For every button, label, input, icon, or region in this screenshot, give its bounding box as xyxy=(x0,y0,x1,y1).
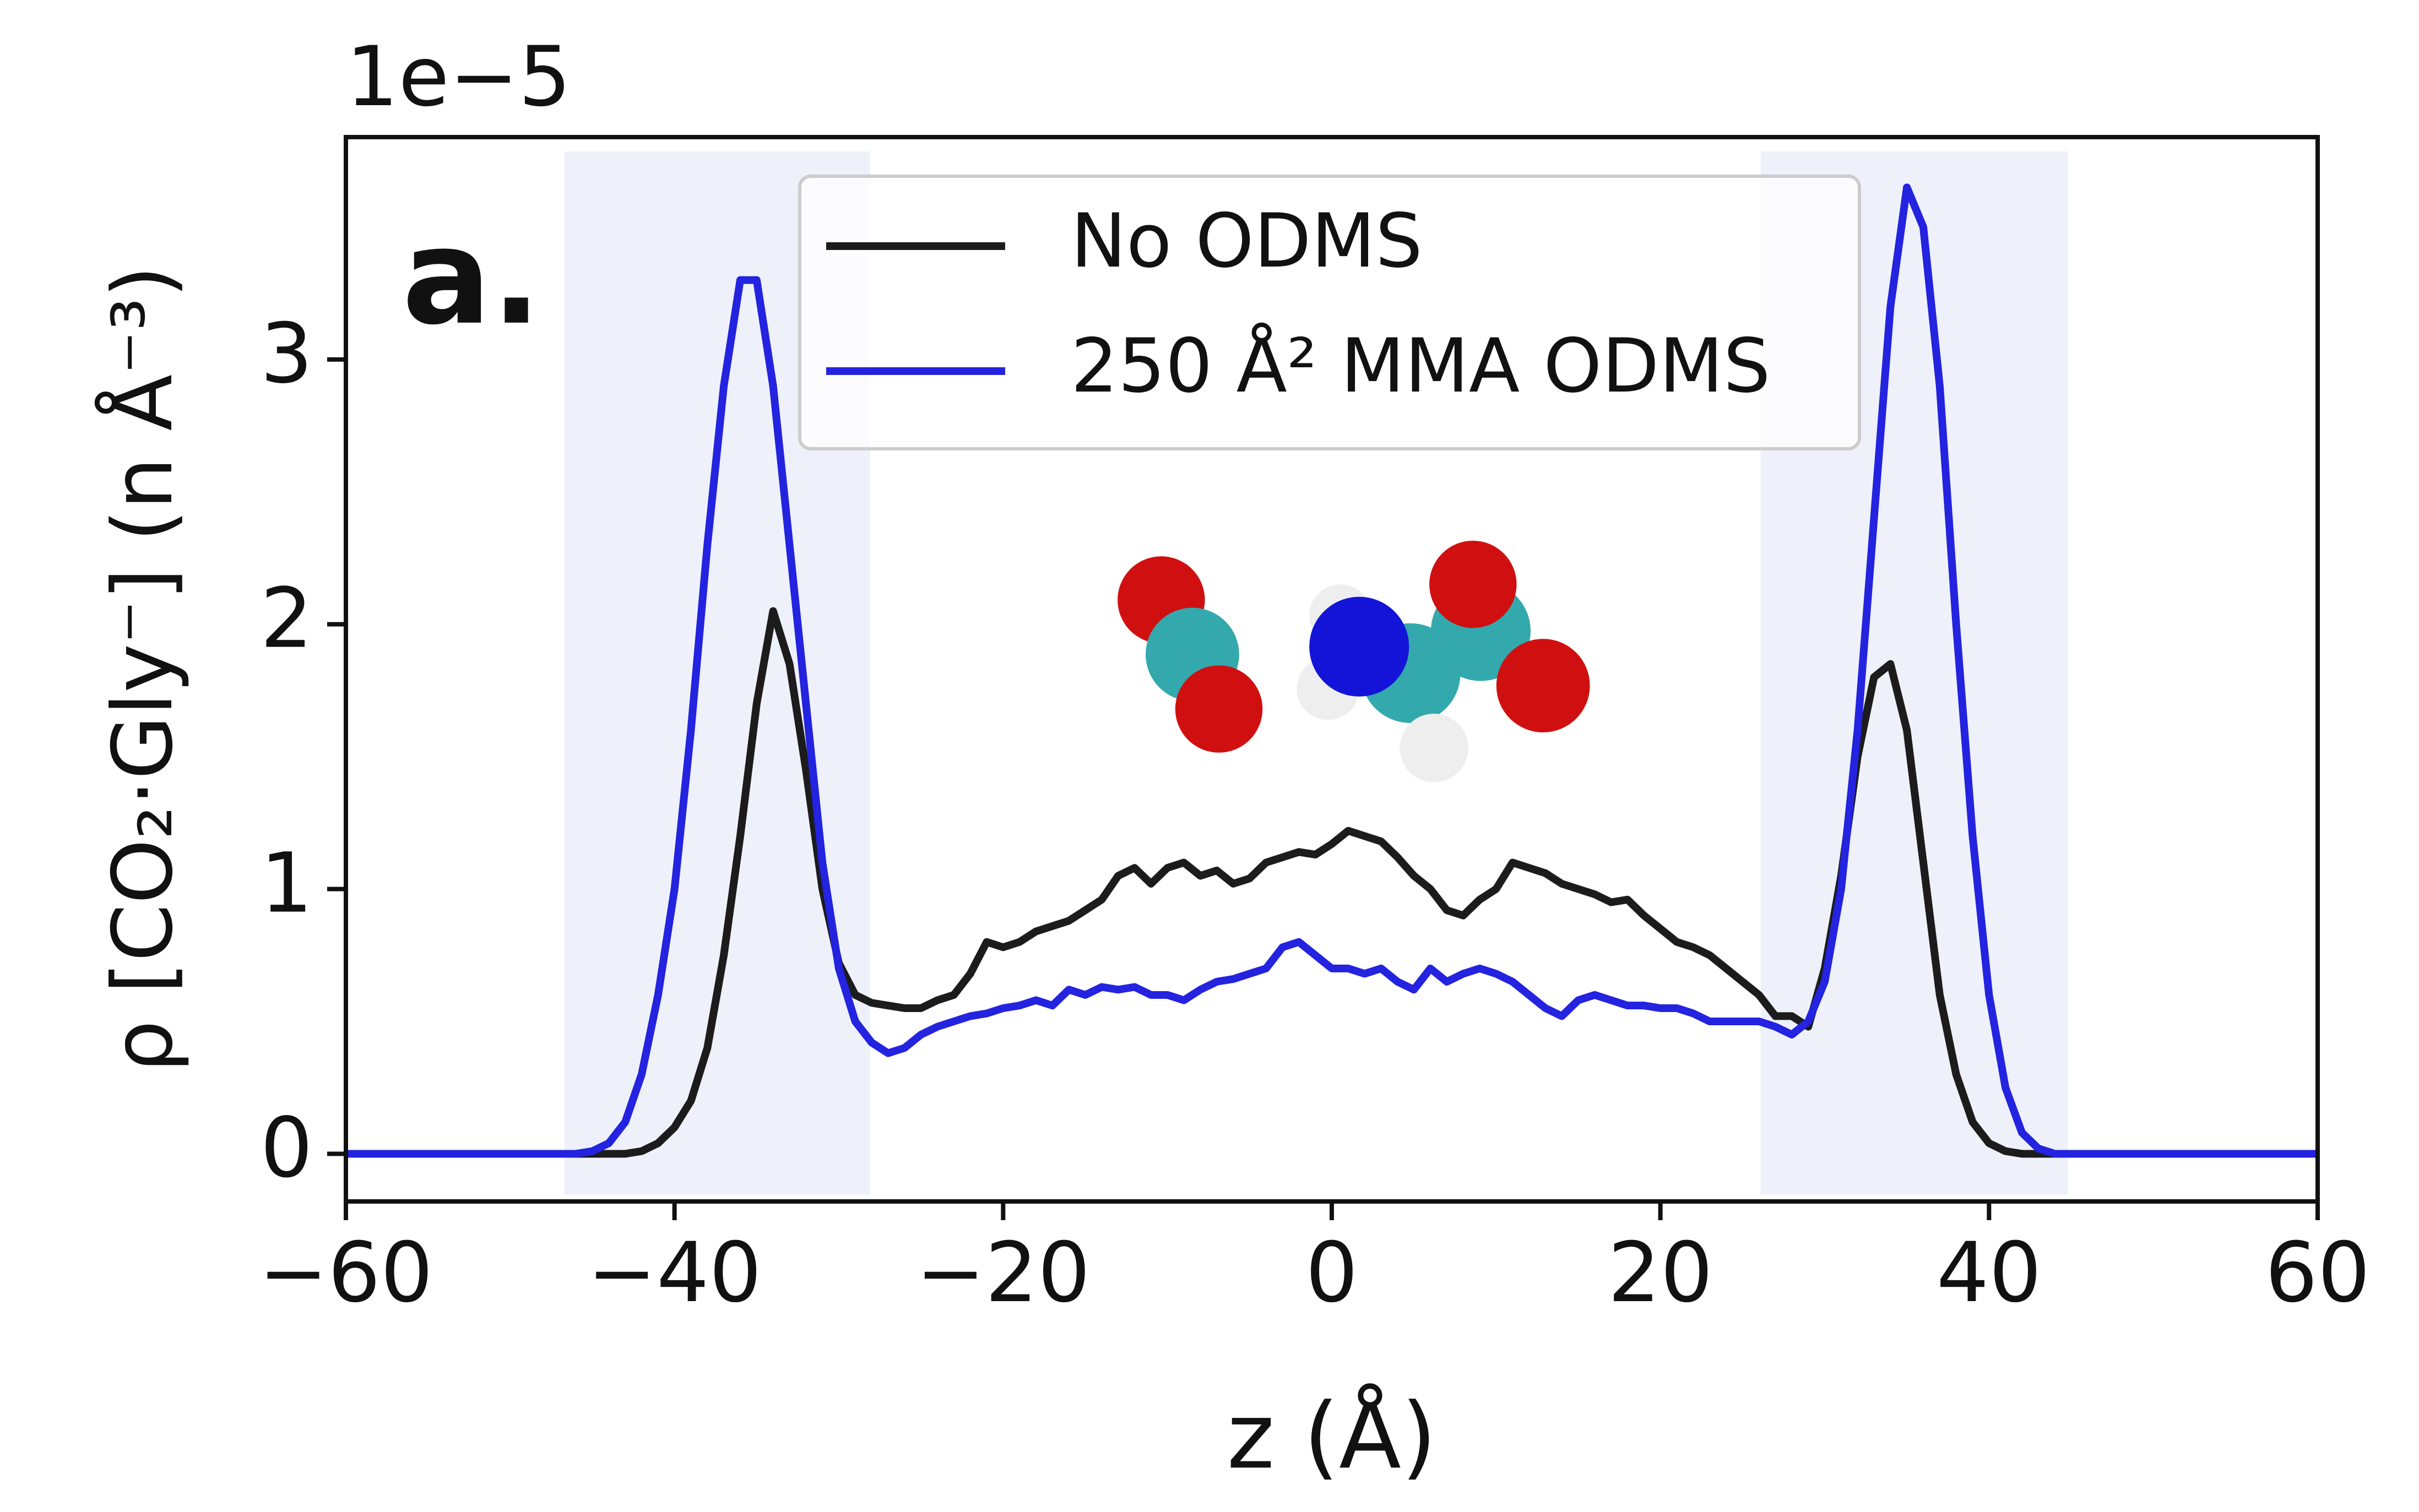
x-tick-label: −60 xyxy=(259,1225,433,1321)
x-tick-label: 20 xyxy=(1608,1225,1713,1321)
y-tick-label: 0 xyxy=(261,1100,313,1196)
series-line xyxy=(346,183,2318,1158)
legend-label: 250 Å² MMA ODMS xyxy=(1071,322,1771,409)
y-axis-label: ρ [CO₂·Gly⁻] (n Å⁻³) xyxy=(95,265,191,1073)
panel-label: a. xyxy=(402,200,541,354)
legend-box xyxy=(798,175,1861,450)
y-tick-label: 1 xyxy=(261,836,313,932)
molecule-illustration xyxy=(1118,541,1590,782)
plot-layer xyxy=(346,183,2318,1158)
y-tick-label: 3 xyxy=(261,306,313,402)
y-tick-label: 2 xyxy=(261,571,313,667)
x-tick-label: −20 xyxy=(916,1225,1091,1321)
legend-label: No ODMS xyxy=(1071,198,1423,284)
x-tick-label: 0 xyxy=(1305,1225,1358,1321)
legend: No ODMS 250 Å² MMA ODMS xyxy=(826,198,1771,409)
x-tick-label: 40 xyxy=(1937,1225,2042,1321)
x-tick-label: −40 xyxy=(587,1225,762,1321)
x-tick-label: 60 xyxy=(2265,1225,2371,1321)
offset-label: 1e−5 xyxy=(346,29,571,125)
x-axis-label: z (Å) xyxy=(1227,1383,1437,1489)
